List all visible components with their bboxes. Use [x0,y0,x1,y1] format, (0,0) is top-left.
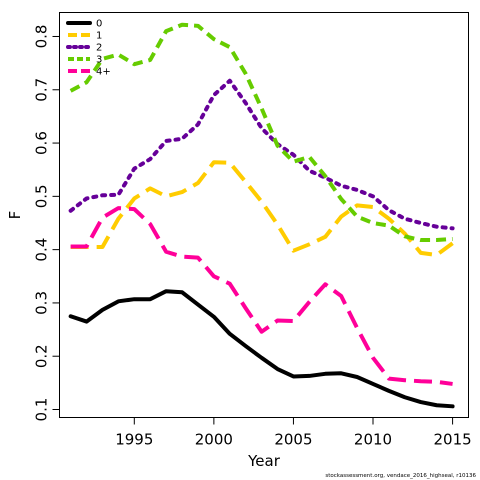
legend-label: 2 [96,43,102,54]
y-tick-label: 0.3 [33,291,51,315]
series-lines [68,22,455,409]
x-tick-label: 2015 [433,431,471,449]
series-line-4plus [70,206,453,386]
series-line-3 [69,22,453,243]
credit-text: stockassessment.org, vendace_2016_highse… [325,473,476,479]
y-tick-label: 0.8 [33,25,51,49]
legend-label: 1 [96,31,102,42]
x-tick-label: 2000 [195,431,233,449]
x-axis-title: Year [247,452,281,470]
x-tick-label: 2010 [354,431,392,449]
y-tick-label: 0.1 [33,398,51,422]
y-tick-label: 0.4 [33,238,51,262]
y-tick-label: 0.5 [33,184,51,208]
legend-label: 3 [96,55,102,66]
legend-label: 0 [96,19,102,30]
x-tick-label: 1995 [115,431,153,449]
x-tick-label: 2005 [274,431,312,449]
legend-label: 4+ [96,67,111,78]
series-line-2 [68,78,455,231]
series-line-0 [68,289,455,409]
x-axis: 1995 2000 2005 2010 2015 [115,417,472,449]
y-tick-label: 0.6 [33,131,51,155]
y-axis-title: F [6,211,24,220]
series-line-1 [70,160,454,257]
y-axis: 0.1 0.2 0.3 0.4 0.5 0.6 0.7 0.8 [33,25,60,422]
y-tick-label: 0.2 [33,344,51,368]
y-tick-label: 0.7 [33,78,51,102]
